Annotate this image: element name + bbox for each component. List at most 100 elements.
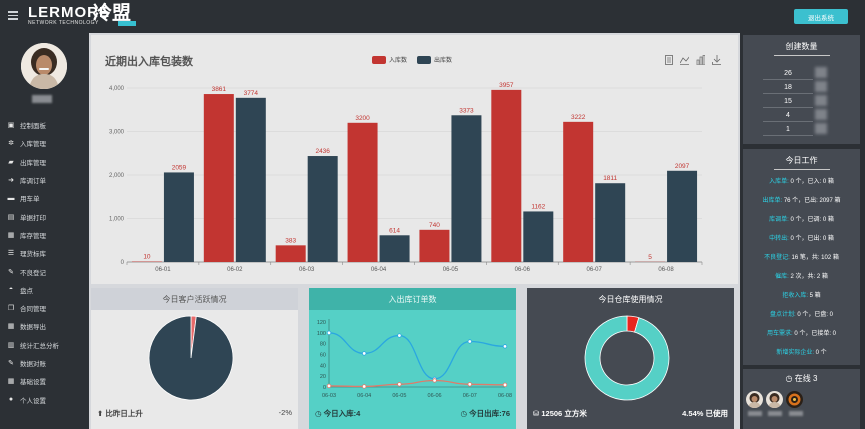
customer-activity-panel: 今日客户活跃情况 ⬆ 比昨日上升 -2% bbox=[91, 288, 298, 429]
sidebar-item-transfer[interactable]: ➜ 库调订单 bbox=[8, 177, 46, 186]
data-label: 3861 bbox=[212, 86, 227, 93]
usage-percent: 4.54% 已使用 bbox=[682, 409, 728, 418]
today-outbound-label: ◷ 今日出库:76 bbox=[460, 409, 510, 418]
sidebar-item-dashboard[interactable]: ▣ 控制面板 bbox=[7, 122, 46, 131]
today-work-box: 今日工作 入库单: 0 个，已入: 0 箱 出库单: 76 个，已出: 2097… bbox=[743, 149, 860, 365]
edit-icon: ✎ bbox=[8, 268, 14, 276]
sidebar-item-print[interactable]: ▤ 单据打印 bbox=[7, 213, 46, 222]
sidebar-item-defect[interactable]: ✎ 不良登记 bbox=[8, 268, 46, 277]
bar-in bbox=[491, 89, 522, 262]
data-label: 740 bbox=[429, 222, 440, 229]
side-menu: ▣ 控制面板 ✲ 入库管理 ▰ 出库管理 ➜ 库调订单 ▬ 用车单 ▤ 单据打印 ▦ 库存管理… bbox=[0, 116, 89, 409]
data-label: 3222 bbox=[571, 114, 586, 121]
data-label: 1811 bbox=[603, 175, 617, 182]
brand-logo[interactable]: LERMORE NETWORK TECHNOLOGY bbox=[28, 5, 110, 26]
sidebar-item-vehicle[interactable]: ▬ 用车单 bbox=[7, 194, 40, 204]
data-point bbox=[467, 339, 472, 344]
sidebar-item-inventory[interactable]: ▦ 库存管理 bbox=[7, 231, 46, 240]
y-tick-label: 3,000 bbox=[109, 130, 125, 136]
logo-accent bbox=[118, 21, 136, 26]
sidebar-item-export[interactable]: ▦ 数据导出 bbox=[7, 323, 46, 332]
sidebar-item-outbound[interactable]: ▰ 出库管理 bbox=[8, 158, 46, 167]
work-item[interactable]: 不良登记: 16 笔，共: 102 箱 bbox=[764, 255, 839, 261]
table-icon: ▦ bbox=[7, 378, 15, 386]
work-item[interactable]: 入库单: 0 个，已入: 0 箱 bbox=[769, 179, 834, 185]
data-point bbox=[326, 330, 332, 336]
sidebar-item-stats[interactable]: ▥ 统计汇总分析 bbox=[7, 341, 59, 350]
user-avatar[interactable] bbox=[21, 43, 67, 89]
online-user-name-blurred bbox=[789, 411, 803, 416]
online-user-avatar[interactable] bbox=[786, 391, 803, 408]
x-tick-label: 06-01 bbox=[155, 267, 171, 273]
work-item[interactable]: 库调单: 0 个，已调: 0 箱 bbox=[769, 217, 834, 223]
sidebar-item-stocktake[interactable]: ◓ 盘点 bbox=[8, 286, 33, 295]
work-item[interactable]: 催库: 2 次，共: 2 箱 bbox=[775, 274, 828, 280]
panel-title: 今日客户活跃情况 bbox=[91, 288, 298, 310]
panel-footer: ⛁ 12506 立方米 4.54% 已使用 bbox=[533, 408, 728, 419]
inout-bar-chart-panel: 0 1,000 2,000 3,000 4,000 06-01 10 2059 06-02 386… bbox=[91, 35, 738, 284]
create-count-row: 4 bbox=[763, 109, 813, 122]
x-tick-label: 06-08 bbox=[658, 267, 674, 273]
bar-out bbox=[667, 170, 698, 262]
warehouse-usage-donut bbox=[584, 315, 670, 401]
chart-legend: 入库数 出库数 bbox=[372, 55, 462, 64]
trend-up-label: ⬆ 比昨日上升 bbox=[97, 409, 143, 418]
bar-in bbox=[347, 122, 378, 262]
online-user-avatar[interactable] bbox=[746, 391, 763, 408]
legend-item-in[interactable]: 入库数 bbox=[372, 55, 407, 64]
data-label: 1162 bbox=[531, 203, 545, 210]
line-switch-icon[interactable] bbox=[680, 55, 689, 65]
work-item[interactable]: 新增实际企业: 0 个 bbox=[776, 350, 827, 356]
data-label: 3957 bbox=[499, 82, 514, 89]
logo-subtitle: NETWORK TECHNOLOGY bbox=[28, 20, 99, 26]
data-label: 3373 bbox=[459, 107, 474, 114]
series-line bbox=[328, 379, 506, 388]
bar-in bbox=[419, 229, 450, 262]
sidebar-item-profile[interactable]: ● 个人设置 bbox=[8, 396, 46, 405]
y-tick-label: 80 bbox=[320, 342, 326, 348]
username-blurred bbox=[32, 95, 52, 103]
user-icon: ● bbox=[8, 396, 14, 404]
bar-in bbox=[275, 245, 306, 262]
work-item[interactable]: 出库单: 76 个，已出: 2097 箱 bbox=[762, 198, 841, 204]
warehouse-usage-panel: 今日仓库使用情况 ⛁ 12506 立方米 4.54% 已使用 bbox=[527, 288, 734, 429]
panel-footer: ⬆ 比昨日上升 -2% bbox=[97, 408, 292, 419]
sidebar-item-contract[interactable]: ❐ 合同管理 bbox=[7, 305, 46, 314]
panel-title: 今日仓库使用情况 bbox=[527, 288, 734, 310]
data-view-icon[interactable] bbox=[664, 55, 673, 65]
work-item[interactable]: 中转出: 0 个，已出: 0 箱 bbox=[769, 236, 834, 242]
create-count-title: 创建数量 bbox=[785, 42, 818, 51]
capacity-label: ⛁ 12506 立方米 bbox=[533, 409, 587, 418]
table-icon: ▦ bbox=[7, 323, 15, 331]
create-count-box: 创建数量 26 18 15 4 1 bbox=[743, 35, 860, 144]
sidebar-item-settings[interactable]: ▦ 基础设置 bbox=[7, 378, 46, 387]
sidebar-item-inbound[interactable]: ✲ 入库管理 bbox=[8, 140, 46, 149]
x-tick-label: 06-07 bbox=[587, 267, 603, 273]
x-tick-label: 06-06 bbox=[515, 267, 531, 273]
arrow-right-icon: ➜ bbox=[8, 177, 14, 185]
x-tick-label: 06-02 bbox=[227, 267, 243, 273]
dashboard-icon: ▣ bbox=[7, 122, 15, 130]
work-item[interactable]: 用车需求: 0 个，已接单: 0 bbox=[766, 331, 837, 337]
sidebar-item-tally[interactable]: ☰ 理货标库 bbox=[7, 250, 46, 259]
x-tick-label: 06-03 bbox=[322, 393, 336, 399]
work-item[interactable]: 拒收入库: 5 箱 bbox=[782, 293, 821, 299]
logout-button[interactable]: 退出系统 bbox=[794, 9, 848, 24]
bar-switch-icon[interactable] bbox=[696, 55, 705, 65]
create-count-row: 1 bbox=[763, 123, 813, 136]
series-line bbox=[328, 332, 506, 380]
work-item[interactable]: 盘点计划: 0 个，已盘: 0 bbox=[769, 312, 834, 318]
bar-out bbox=[523, 211, 554, 262]
online-users-box: ◷ 在线 3 bbox=[743, 369, 860, 429]
sidebar-item-reconcile[interactable]: ✎ 数据对账 bbox=[8, 360, 46, 368]
data-label: 614 bbox=[389, 227, 400, 234]
copy-icon: ❐ bbox=[7, 305, 15, 313]
online-user-avatar[interactable] bbox=[766, 391, 783, 408]
bar-in bbox=[203, 94, 234, 262]
x-tick-label: 06-05 bbox=[443, 267, 459, 273]
top-bar: LERMORE NETWORK TECHNOLOGY 冷盟 退出系统 bbox=[0, 0, 865, 33]
save-image-icon[interactable] bbox=[712, 55, 721, 65]
legend-item-out[interactable]: 出库数 bbox=[417, 55, 452, 64]
bar-chart-icon: ▥ bbox=[7, 341, 15, 349]
menu-toggle-icon[interactable] bbox=[8, 11, 18, 20]
